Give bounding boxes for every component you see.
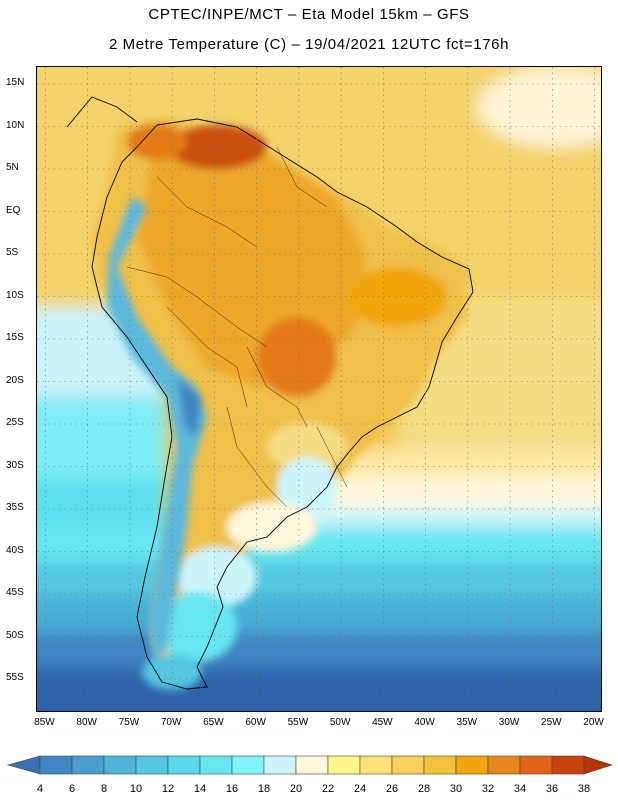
longitude-label: 40W [414, 717, 435, 728]
colorbar-tick-label: 32 [481, 783, 495, 795]
colorbar-tick-label: 12 [161, 783, 175, 795]
colorbar-tick-label: 6 [68, 783, 76, 795]
colorbar-swatch [199, 755, 233, 775]
longitude-label: 25W [541, 717, 562, 728]
colorbar-tick-label: 26 [385, 783, 399, 795]
colorbar-swatch [295, 755, 329, 775]
coastline [66, 96, 474, 690]
colorbar-swatch [455, 755, 489, 775]
latitude-label: 40S [6, 544, 24, 556]
colorbar-swatch [167, 755, 201, 775]
map-title: CPTEC/INPE/MCT – Eta Model 15km – GFS [148, 6, 470, 23]
colorbar-swatch [327, 755, 361, 775]
latitude-label: 5N [6, 162, 19, 173]
map-subtitle: 2 Metre Temperature (C) – 19/04/2021 12U… [108, 36, 510, 53]
colorbar-swatch [519, 755, 553, 775]
colorbar-swatch [487, 755, 521, 775]
latitude-label: 30S [6, 459, 24, 471]
colorbar-tick-label: 20 [289, 783, 303, 795]
colorbar-swatch [263, 755, 297, 775]
longitude-label: 75W [118, 717, 140, 728]
ocean-temperature-field [37, 67, 601, 711]
colorbar-tick-label: 18 [257, 783, 271, 795]
latitude-label: 35S [6, 502, 24, 513]
longitude-label: 20W [583, 717, 604, 728]
colorbar-max-triangle [583, 755, 613, 775]
colorbar-swatch [359, 755, 393, 775]
longitude-label: 50W [329, 717, 351, 728]
map-canvas [37, 67, 601, 711]
latitude-label: 5S [6, 247, 19, 258]
colorbar-tick-label: 38 [577, 783, 591, 795]
temperature-colorbar [6, 755, 613, 775]
latitude-label: 15S [6, 332, 24, 343]
latitude-label: EQ [6, 204, 21, 216]
colorbar-tick-label: 24 [353, 783, 367, 795]
colorbar-min-triangle [6, 755, 41, 775]
temperature-map [36, 66, 602, 712]
colorbar-swatch [103, 755, 137, 775]
colorbar-tick-label: 34 [513, 783, 527, 795]
colorbar-swatch [231, 755, 265, 775]
colorbar-tick-label: 16 [225, 783, 239, 795]
colorbar-tick-label: 4 [36, 783, 44, 795]
latitude-label: 50S [6, 629, 24, 641]
andes-cold-strip [107, 197, 207, 662]
latitude-label: 20S [6, 374, 24, 386]
colorbar-tick-label: 28 [417, 783, 431, 795]
longitude-label: 80W [76, 717, 97, 728]
longitude-label: 35W [456, 717, 478, 728]
country-borders [126, 146, 348, 508]
colorbar-tick-label: 22 [321, 783, 335, 795]
longitude-label: 55W [287, 717, 309, 728]
latitude-label: 10S [6, 289, 24, 301]
colorbar-swatch [39, 755, 73, 775]
colorbar-tick-label: 14 [193, 783, 207, 795]
colorbar-tick-label: 30 [449, 783, 463, 795]
graticule [37, 67, 601, 711]
latitude-label: 45S [6, 587, 24, 598]
latitude-label: 10N [6, 119, 25, 131]
longitude-label: 65W [203, 717, 224, 728]
colorbar-swatch [71, 755, 105, 775]
longitude-label: 30W [498, 717, 520, 728]
longitude-label: 60W [245, 717, 266, 728]
land-temperature-field [92, 117, 467, 690]
longitude-label: 85W [34, 717, 55, 728]
colorbar-swatch [391, 755, 425, 775]
longitude-label: 70W [160, 717, 182, 728]
colorbar-swatch [551, 755, 585, 775]
latitude-label: 55S [6, 672, 24, 683]
colorbar-tick-label: 10 [129, 783, 143, 795]
colorbar-swatch [135, 755, 169, 775]
colorbar-tick-label: 36 [545, 783, 559, 795]
colorbar-tick-label: 8 [100, 783, 108, 795]
longitude-label: 45W [372, 717, 393, 728]
latitude-label: 15N [6, 77, 25, 88]
latitude-label: 25S [6, 417, 24, 428]
colorbar-swatch [423, 755, 457, 775]
